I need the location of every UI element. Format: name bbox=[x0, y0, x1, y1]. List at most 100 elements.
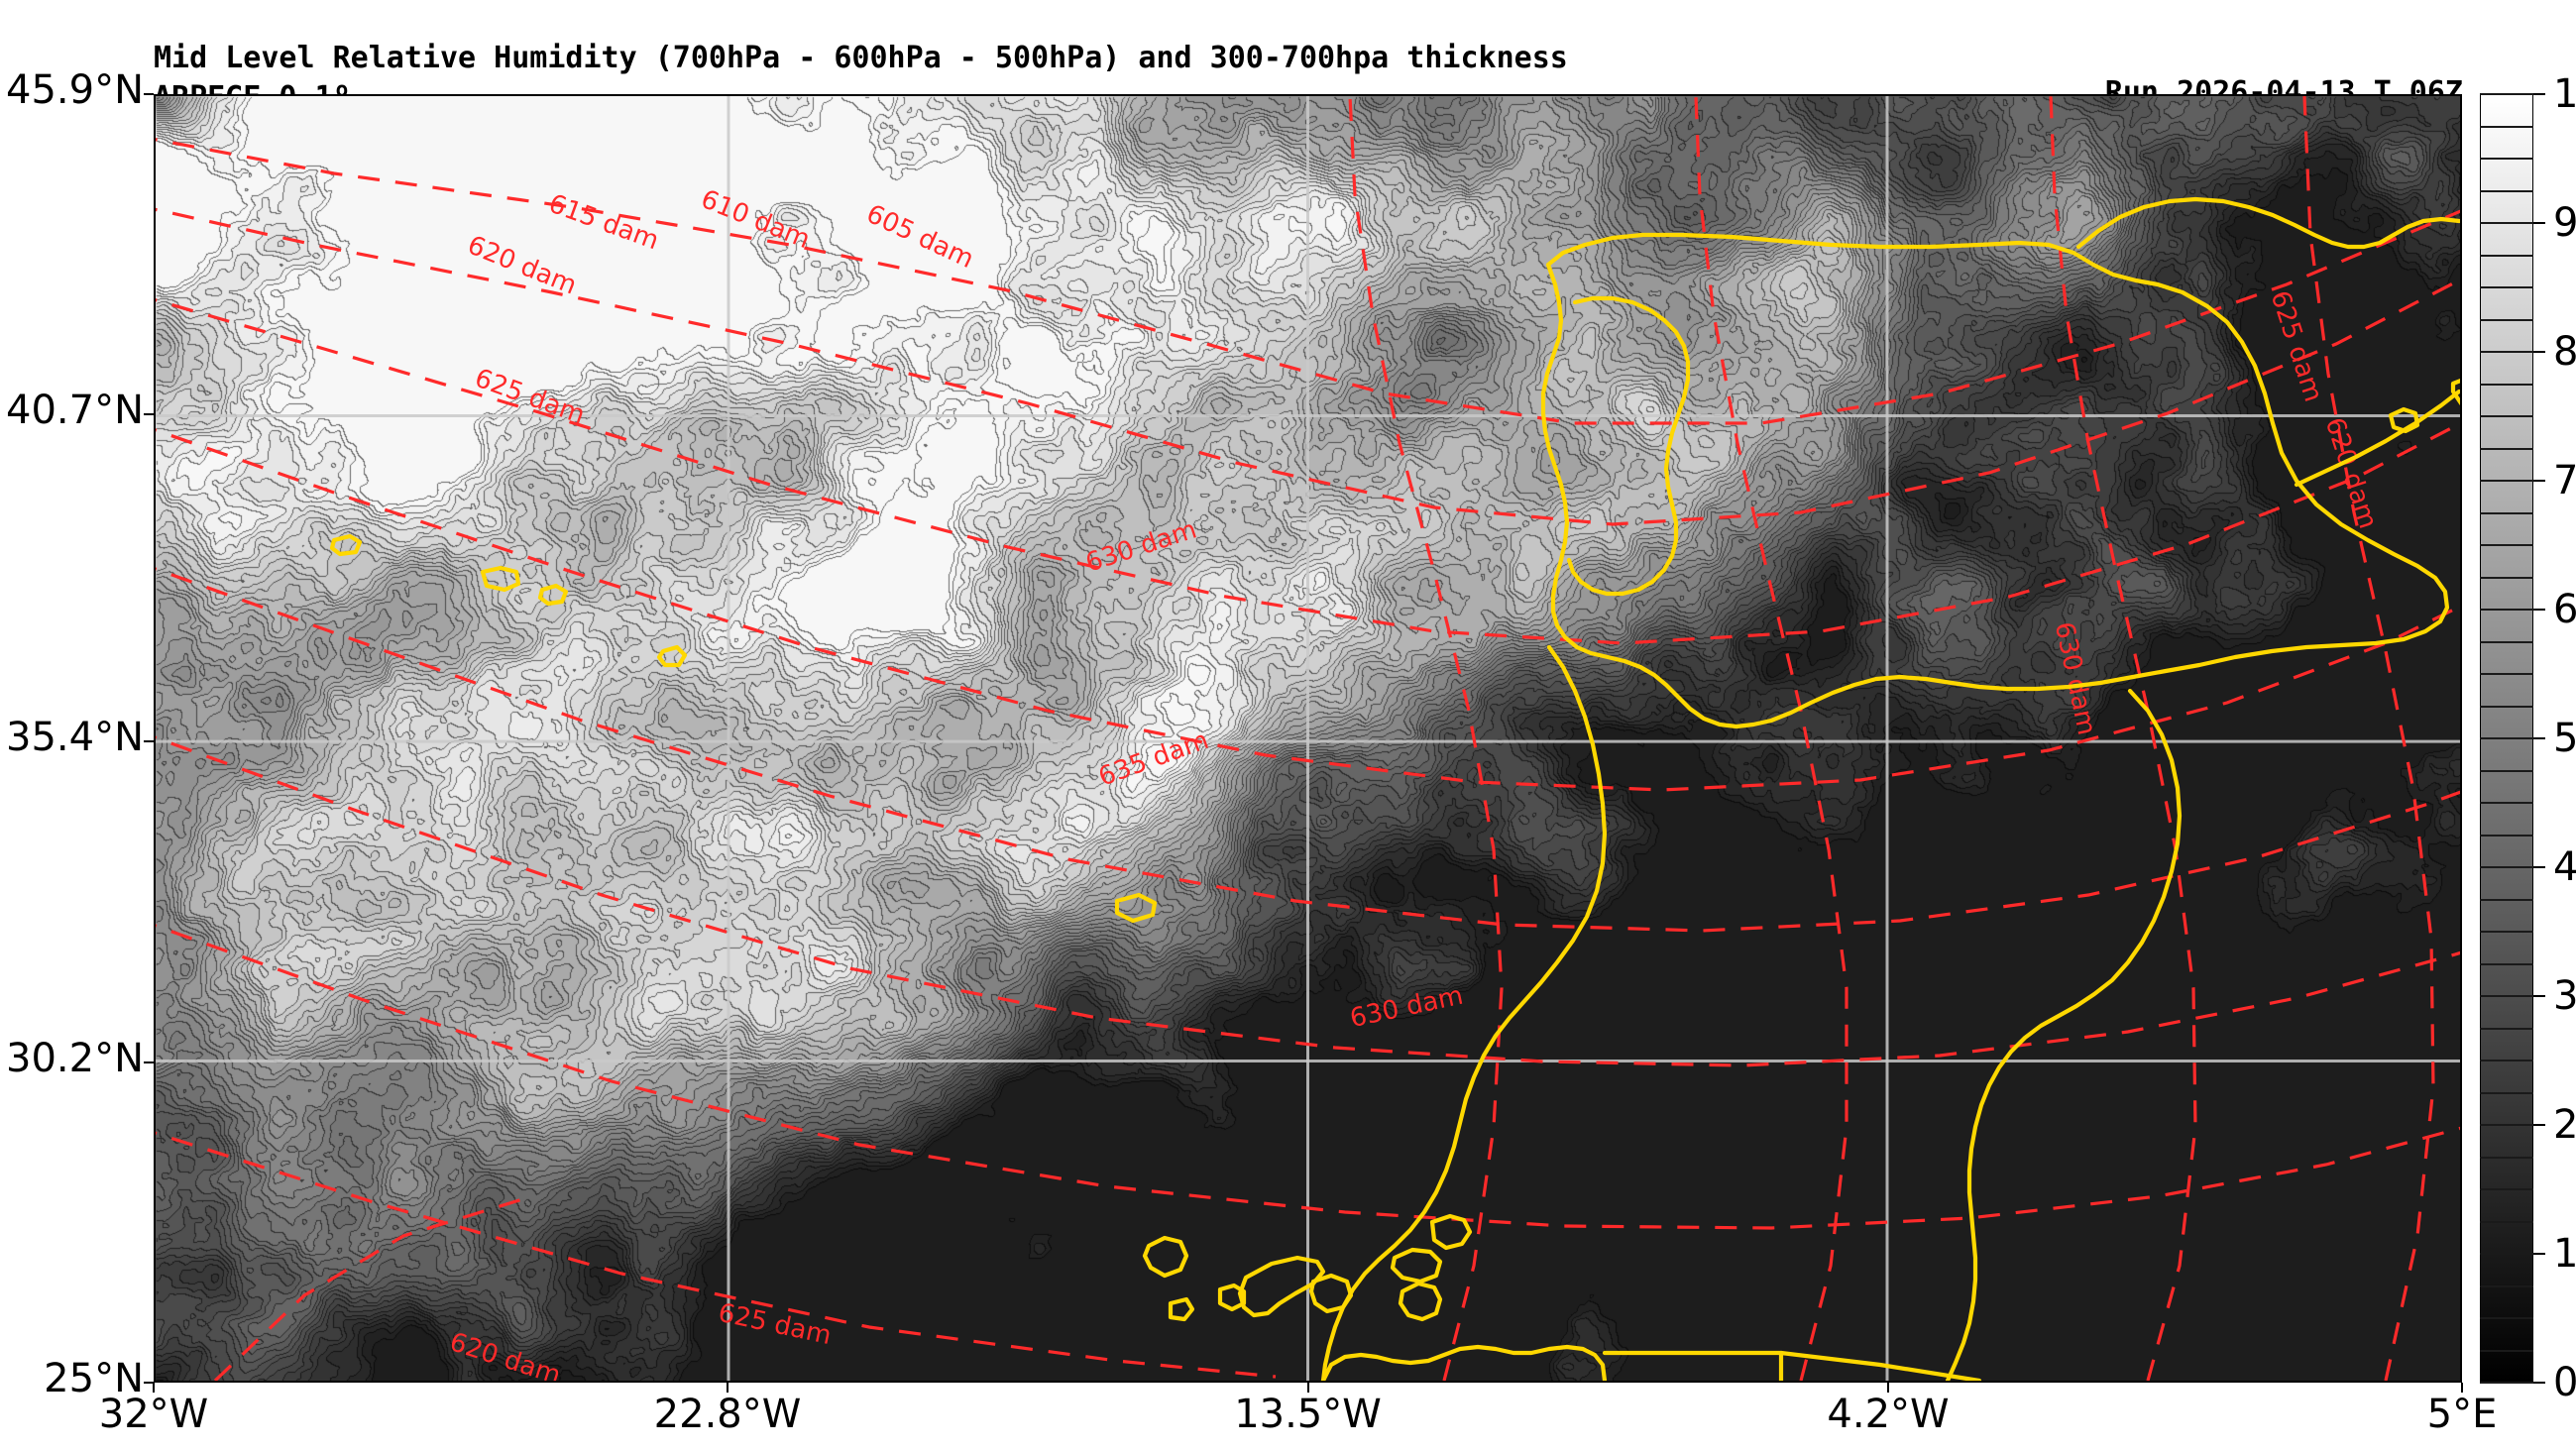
contour-label-group: 630 dam bbox=[1082, 514, 1200, 578]
border-western-sahara-east bbox=[1602, 1350, 1784, 1381]
latitude-tick-mark bbox=[144, 1382, 154, 1384]
contour-label-group: 630 dam bbox=[2049, 619, 2101, 737]
latitude-tick-label: 30.2°N bbox=[6, 1035, 144, 1081]
colorbar-minor-tick bbox=[2480, 1284, 2533, 1287]
colorbar-minor-tick bbox=[2480, 898, 2533, 901]
colorbar-minor-tick bbox=[2480, 576, 2533, 579]
colorbar-minor-tick bbox=[2480, 962, 2533, 965]
colorbar-major-tick bbox=[2533, 737, 2545, 739]
island-small-nw bbox=[329, 533, 363, 557]
colorbar-minor-tick bbox=[2480, 640, 2533, 643]
colorbar-minor-tick bbox=[2480, 834, 2533, 837]
contour-label-group: 635 dam bbox=[1094, 726, 1212, 793]
colorbar-minor-tick bbox=[2480, 737, 2533, 739]
latitude-tick-label: 25°N bbox=[44, 1356, 144, 1401]
thickness-contour-label: 635 dam bbox=[1094, 726, 1212, 793]
island-canary-4 bbox=[1168, 1296, 1195, 1322]
colorbar-minor-tick bbox=[2480, 1349, 2533, 1352]
colorbar-minor-tick bbox=[2480, 480, 2533, 482]
contour-label-group: 610 dam bbox=[697, 184, 814, 255]
latitude-tick-mark bbox=[144, 1061, 154, 1063]
longitude-tick-label: 4.2°W bbox=[1827, 1392, 1950, 1437]
thickness-contour-label: 615 dam bbox=[545, 189, 663, 257]
colorbar-minor-tick bbox=[2480, 222, 2533, 224]
contour-label-group: 625 dam bbox=[471, 364, 589, 431]
colorbar-tick-label: 90 bbox=[2553, 200, 2576, 246]
coastline-iberia bbox=[1540, 232, 2450, 729]
colorbar-minor-tick bbox=[2480, 866, 2533, 868]
latitude-tick-label: 35.4°N bbox=[6, 715, 144, 761]
longitude-tick-mark bbox=[1887, 1383, 1889, 1393]
latitude-tick-mark bbox=[144, 413, 154, 416]
thickness-contour-label: 625 dam bbox=[471, 364, 589, 431]
colorbar-minor-tick bbox=[2480, 544, 2533, 546]
colorbar-minor-tick bbox=[2480, 1382, 2533, 1384]
thickness-contour-line bbox=[156, 207, 2460, 526]
longitude-tick-label: 22.8°W bbox=[653, 1392, 802, 1437]
contour-label-group: 625 dam bbox=[2265, 287, 2328, 405]
colorbar-minor-tick bbox=[2480, 158, 2533, 160]
colorbar-major-tick bbox=[2533, 1382, 2545, 1384]
island-canary-6 bbox=[1398, 1281, 1443, 1322]
colorbar-minor-tick bbox=[2480, 1124, 2533, 1126]
colorbar-minor-tick bbox=[2480, 447, 2533, 450]
colorbar-minor-tick bbox=[2480, 1027, 2533, 1030]
thickness-contour-line bbox=[156, 428, 2460, 792]
colorbar-minor-tick bbox=[2480, 705, 2533, 708]
border-mauritania bbox=[1778, 1350, 1982, 1381]
longitude-tick-mark bbox=[2461, 1383, 2463, 1393]
colorbar-minor-tick bbox=[2480, 673, 2533, 675]
colorbar-minor-tick bbox=[2480, 1156, 2533, 1159]
colorbar-minor-tick bbox=[2480, 1317, 2533, 1319]
thickness-contour-line bbox=[1348, 96, 1504, 1381]
colorbar-major-tick bbox=[2533, 866, 2545, 868]
colorbar-tick-label: 10 bbox=[2553, 1231, 2576, 1277]
latitude-tick-mark bbox=[144, 740, 154, 743]
colorbar-tick-label: 40 bbox=[2553, 844, 2576, 890]
colorbar[interactable]: 1009080706050403020100 bbox=[2480, 71, 2576, 1405]
colorbar-tick-label: 70 bbox=[2553, 458, 2576, 503]
colorbar-minor-tick bbox=[2480, 254, 2533, 257]
chart-title-block: Mid Level Relative Humidity (700hPa - 60… bbox=[0, 0, 2576, 184]
colorbar-minor-tick bbox=[2480, 1253, 2533, 1255]
island-canary-8 bbox=[1429, 1213, 1473, 1251]
island-madeira bbox=[480, 565, 521, 593]
colorbar-minor-tick bbox=[2480, 769, 2533, 772]
latitude-tick-label: 40.7°N bbox=[6, 388, 144, 434]
thickness-contour-line bbox=[156, 1131, 1277, 1379]
colorbar-major-tick bbox=[2533, 995, 2545, 997]
chart-title: Mid Level Relative Humidity (700hPa - 60… bbox=[154, 41, 1568, 75]
map-plot-area[interactable]: 615 dam 610 dam 605 dam 620 dam 625 dam 630 d… bbox=[154, 94, 2462, 1383]
latitude-tick-mark bbox=[144, 93, 154, 95]
colorbar-major-tick bbox=[2533, 93, 2545, 95]
colorbar-tick-label: 0 bbox=[2553, 1360, 2576, 1405]
colorbar-minor-tick bbox=[2480, 1091, 2533, 1094]
island-ibiza bbox=[2388, 406, 2420, 434]
contour-label-group: 620 dam bbox=[463, 230, 580, 300]
colorbar-tick-label: 60 bbox=[2553, 587, 2576, 632]
thickness-contour-label: 620 dam bbox=[463, 230, 580, 300]
island-canary-7 bbox=[1390, 1247, 1443, 1284]
colorbar-minor-tick bbox=[2480, 1220, 2533, 1223]
longitude-tick-mark bbox=[726, 1383, 728, 1393]
colorbar-major-tick bbox=[2533, 351, 2545, 353]
contour-label-group: 620 dam bbox=[446, 1327, 564, 1381]
thickness-contour-line bbox=[2302, 96, 2435, 1381]
colorbar-major-tick bbox=[2533, 480, 2545, 482]
colorbar-minor-tick bbox=[2480, 415, 2533, 417]
thickness-contour-label: 630 dam bbox=[1347, 981, 1465, 1034]
colorbar-minor-tick bbox=[2480, 351, 2533, 353]
contour-label-group: 625 dam bbox=[716, 1298, 834, 1351]
contour-label-group: 630 dam bbox=[1347, 981, 1465, 1034]
colorbar-minor-tick bbox=[2480, 931, 2533, 933]
thickness-contour-label: 610 dam bbox=[697, 184, 814, 255]
thickness-contour-line bbox=[156, 298, 2460, 645]
island-small-mid bbox=[1114, 892, 1158, 924]
colorbar-tick-label: 100 bbox=[2553, 71, 2576, 117]
contour-label-group: 615 dam bbox=[545, 189, 663, 257]
island-canary-3 bbox=[1217, 1283, 1247, 1312]
colorbar-tick-label: 20 bbox=[2553, 1102, 2576, 1148]
island-small-nw2 bbox=[656, 644, 688, 668]
colorbar-minor-tick bbox=[2480, 318, 2533, 321]
